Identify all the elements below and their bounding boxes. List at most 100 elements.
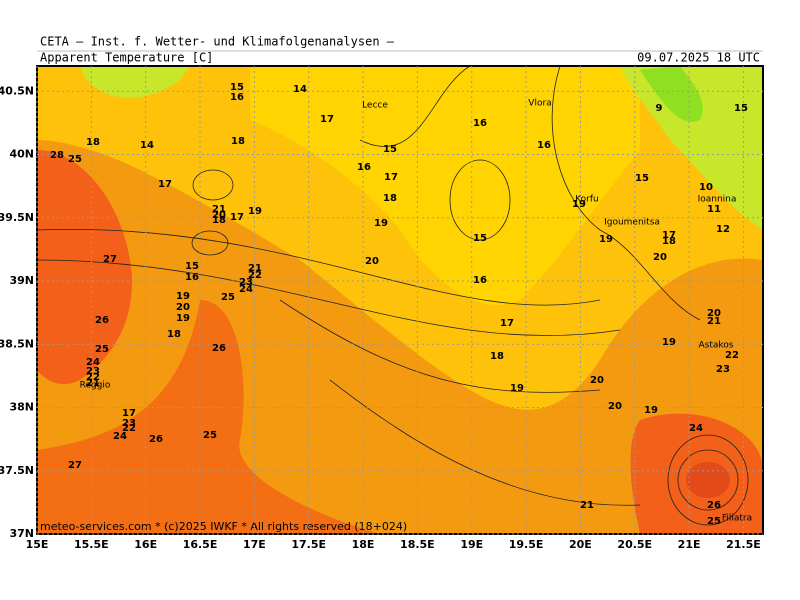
contour-label: 18 — [167, 329, 181, 340]
contour-label: 24 — [86, 357, 100, 368]
contour-label: 15 — [230, 82, 244, 93]
contour-label: 17 — [122, 408, 136, 419]
field — [37, 66, 763, 534]
contour-label: 24 — [239, 284, 253, 295]
contour-label: 22 — [86, 372, 100, 383]
x-tick-label: 15E — [26, 538, 49, 551]
contour-label: 26 — [707, 500, 721, 511]
hot-core — [686, 462, 730, 498]
contour-label: 9 — [656, 103, 663, 114]
contour-label: 16 — [537, 140, 551, 151]
contour-label: 18 — [86, 137, 100, 148]
x-tick-label: 17.5E — [291, 538, 326, 551]
hot-zone — [37, 150, 132, 385]
contour-label: 28 — [50, 150, 64, 161]
x-tick-label: 16E — [134, 538, 157, 551]
contour-label: 22 — [122, 423, 136, 434]
x-tick-label: 17E — [243, 538, 266, 551]
contour-label: 17 — [230, 212, 244, 223]
contour-label: 23 — [122, 418, 136, 429]
map-frame — [36, 65, 764, 535]
x-tick-label: 21E — [678, 538, 701, 551]
contour-label: 24 — [113, 431, 127, 442]
contour-label: 19 — [176, 291, 190, 302]
contour-label: 18 — [662, 236, 676, 247]
contour-label: 15 — [635, 173, 649, 184]
y-tick-label: 40N — [9, 148, 34, 161]
contour-label: 17 — [158, 179, 172, 190]
contour-label: 16 — [185, 272, 199, 283]
contour-label: 20 — [608, 401, 622, 412]
contour-label: 26 — [212, 343, 226, 354]
contour-label: 18 — [383, 193, 397, 204]
contour-label: 25 — [203, 430, 217, 441]
y-tick-label: 37.5N — [0, 464, 34, 477]
isoline — [359, 66, 471, 148]
contour-label: 21 — [707, 316, 721, 327]
place-label: Astakos — [699, 341, 734, 351]
x-tick-label: 15.5E — [74, 538, 109, 551]
contour-label: 19 — [662, 337, 676, 348]
x-tick-label: 18.5E — [400, 538, 435, 551]
place-label: Reggio — [80, 381, 111, 391]
contour-label: 26 — [149, 434, 163, 445]
contour-label: 25 — [95, 344, 109, 355]
x-tick-label: 20.5E — [617, 538, 652, 551]
isoline — [449, 159, 511, 241]
contour-label: 25 — [707, 516, 721, 527]
x-tick-label: 19.5E — [509, 538, 544, 551]
credit: meteo-services.com * (c)2025 IWKF * All … — [40, 520, 407, 533]
isoline — [667, 434, 749, 526]
y-tick-label: 38N — [9, 401, 34, 414]
contour-label: 18 — [231, 136, 245, 147]
contour-label: 20 — [365, 256, 379, 267]
contour-label: 21 — [248, 263, 262, 274]
contour-label: 24 — [689, 423, 703, 434]
contour-label: 17 — [500, 318, 514, 329]
contour-label: 21 — [212, 204, 226, 215]
contour-label: 19 — [510, 383, 524, 394]
y-tick-label: 37N — [9, 527, 34, 540]
isoline — [279, 299, 601, 393]
contour-label: 19 — [374, 218, 388, 229]
contour-label: 23 — [86, 366, 100, 377]
x-tick-label: 20E — [569, 538, 592, 551]
contour-label: 20 — [653, 252, 667, 263]
contour-label: 20 — [176, 302, 190, 313]
contour-label: 10 — [699, 182, 713, 193]
valid-time: 09.07.2025 18 UTC — [637, 51, 760, 65]
x-tick-label: 19E — [460, 538, 483, 551]
place-label: Ioannina — [698, 195, 737, 205]
hot-zone — [37, 300, 380, 534]
contour-label: 19 — [599, 234, 613, 245]
contour-label: 16 — [473, 118, 487, 129]
cold-zone — [640, 66, 703, 122]
contour-label: 21 — [580, 500, 594, 511]
contour-label: 23 — [716, 364, 730, 375]
contour-label: 17 — [662, 230, 676, 241]
contour-label: 21 — [86, 378, 100, 389]
place-label: Vlora — [528, 99, 551, 109]
contour-label: 20 — [707, 308, 721, 319]
contour-label: 19 — [572, 199, 586, 210]
y-tick-label: 39.5N — [0, 211, 34, 224]
contour-label: 17 — [384, 172, 398, 183]
x-tick-label: 21.5E — [726, 538, 761, 551]
isoline — [677, 449, 739, 511]
place-label: Filiatra — [722, 514, 752, 524]
contour-label: 15 — [734, 103, 748, 114]
contour-label: 18 — [490, 351, 504, 362]
y-tick-label: 39N — [9, 274, 34, 287]
x-tick-label: 16.5E — [183, 538, 218, 551]
contour-label: 23 — [239, 277, 253, 288]
contour-label: 27 — [68, 460, 82, 471]
cool-zone — [80, 66, 190, 98]
isoline — [192, 169, 234, 201]
contour-label: 11 — [707, 204, 721, 215]
isoline — [37, 228, 601, 306]
contour-label: 25 — [221, 292, 235, 303]
contour-label: 26 — [95, 315, 109, 326]
contour-label: 14 — [140, 140, 154, 151]
